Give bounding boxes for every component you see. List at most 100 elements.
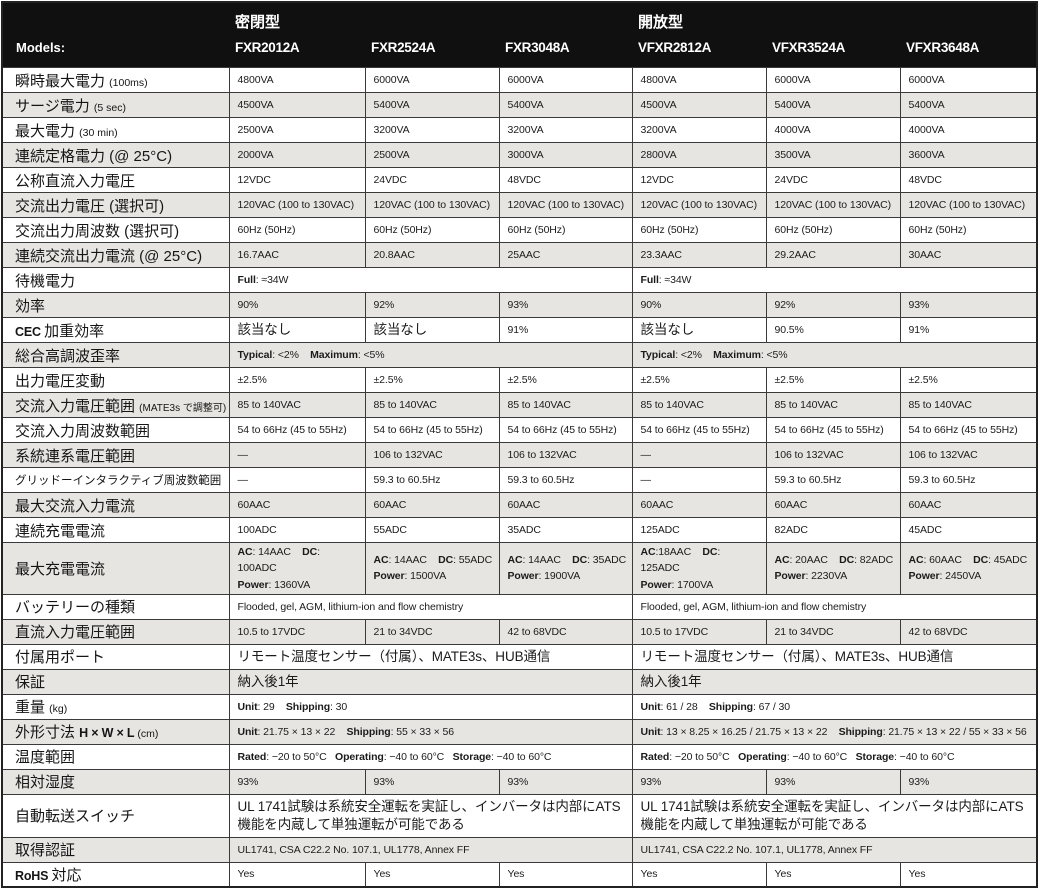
- row-label-segment: バッテリーの種類: [15, 599, 136, 617]
- spec-value: 85 to 140VAC: [899, 392, 1038, 418]
- model-header-vfxr2812a: VFXR2812A: [632, 35, 767, 68]
- row-label-segment: 温度範囲: [15, 749, 76, 767]
- row-label: 自動転送スイッチ: [1, 793, 230, 838]
- spec-value: 5400VA: [899, 92, 1038, 118]
- spec-value: 54 to 66Hz (45 to 55Hz): [765, 417, 901, 443]
- spec-value: 120VAC (100 to 130VAC): [364, 192, 500, 218]
- spec-row: CEC 加重効率 該当なし 該当なし 91% 該当なし 90.5% 91%: [1, 317, 1038, 343]
- row-label-segment: 外形寸法: [15, 724, 80, 742]
- spec-value: 120VAC (100 to 130VAC): [631, 192, 767, 218]
- spec-value: 21 to 34VDC: [765, 618, 901, 645]
- spec-value: 48VDC: [498, 167, 633, 193]
- spec-row: 相対湿度 93% 93% 93% 93% 93% 93%: [1, 768, 1038, 795]
- spec-value: —: [228, 442, 366, 468]
- spec-value: 85 to 140VAC: [765, 392, 901, 418]
- spec-value: 82ADC: [765, 517, 901, 543]
- row-label-segment: (kg): [49, 703, 68, 716]
- spec-value-group: リモート温度センサー（付属）、MATE3s、HUB通信: [228, 643, 633, 670]
- spec-row: バッテリーの種類 Flooded, gel, AGM, lithium-ion a…: [1, 593, 1038, 620]
- row-label-segment: 最大交流入力電流: [15, 497, 136, 515]
- spec-value: 2800VA: [631, 142, 767, 168]
- row-label-segment: (5 sec): [93, 101, 126, 114]
- spec-value: 35ADC: [498, 517, 633, 543]
- spec-value: 54 to 66Hz (45 to 55Hz): [498, 417, 633, 443]
- row-label: 瞬時最大電力 (100ms): [1, 67, 230, 93]
- spec-row: グリッドーインタラクティブ周波数範囲 —59.3 to 60.5Hz 59.3 to…: [1, 467, 1038, 493]
- spec-value: 85 to 140VAC: [364, 392, 500, 418]
- row-label-segment: 交流出力周波数 (選択可): [15, 222, 180, 240]
- spec-row: 出力電圧変動 ±2.5% ±2.5% ±2.5% ±2.5% ±2.5% ±2.5%: [1, 367, 1038, 393]
- row-label-segment: 連続定格電力 (@ 25°C): [15, 147, 173, 165]
- spec-row: 連続定格電力 (@ 25°C) 2000VA 2500VA 3000VA 2800VA 3…: [1, 142, 1038, 168]
- spec-value: 5400VA: [364, 92, 500, 118]
- spec-value: 20.8AAC: [364, 242, 500, 268]
- spec-value: 6000VA: [765, 67, 901, 93]
- row-label: 保証: [1, 668, 230, 695]
- row-label-segment: (cm): [137, 728, 159, 741]
- spec-value: ±2.5%: [228, 367, 366, 393]
- spec-value: 60Hz (50Hz): [364, 217, 500, 243]
- row-label-segment: 加重効率: [44, 322, 105, 340]
- group-header-sealed: 密閉型: [229, 2, 633, 35]
- row-label: 総合高調波歪率: [1, 342, 230, 368]
- spec-value-group: 納入後1年: [228, 668, 633, 695]
- spec-value-group: Typical: <2% Maximum: <5%: [631, 342, 1038, 368]
- spec-value: 6000VA: [364, 67, 500, 93]
- row-label: 直流入力電圧範囲: [1, 618, 230, 645]
- spec-value-group: 納入後1年: [631, 668, 1038, 695]
- row-label: 温度範囲: [1, 743, 230, 770]
- spec-value: 4800VA: [228, 67, 366, 93]
- spec-value: 92%: [364, 292, 500, 318]
- spec-value: ±2.5%: [765, 367, 901, 393]
- row-label-segment: 交流出力電圧 (選択可): [15, 197, 165, 215]
- spec-value: 60AAC: [899, 492, 1038, 518]
- row-label: 系統連系電圧範囲: [1, 442, 230, 468]
- spec-value: 48VDC: [899, 167, 1038, 193]
- spec-value: 6000VA: [498, 67, 633, 93]
- spec-value: 該当なし: [631, 317, 767, 343]
- spec-row: 交流入力電圧範囲 (MATE3s で調整可) 85 to 140VAC 85 to …: [1, 392, 1038, 418]
- spec-row: 交流入力周波数範囲 54 to 66Hz (45 to 55Hz) 54 to 66…: [1, 417, 1038, 443]
- model-header-fxr3048a: FXR3048A: [499, 35, 633, 68]
- spec-value: 60Hz (50Hz): [631, 217, 767, 243]
- spec-value: 106 to 132VAC: [765, 442, 901, 468]
- row-label: 交流入力電圧範囲 (MATE3s で調整可): [1, 392, 230, 418]
- spec-value: 106 to 132VAC: [899, 442, 1038, 468]
- spec-value: 59.3 to 60.5Hz: [364, 467, 500, 493]
- row-label-segment: 最大電力: [15, 122, 80, 140]
- models-label: Models:: [2, 35, 229, 68]
- row-label: 公称直流入力電圧: [1, 167, 230, 193]
- row-label: 最大交流入力電流: [1, 492, 230, 518]
- spec-row: 取得認証 UL1741, CSA C22.2 No. 107.1, UL1778,…: [1, 836, 1038, 863]
- spec-value-group: Unit: 13 × 8.25 × 16.25 / 21.75 × 13 × 2…: [631, 718, 1038, 745]
- spec-row: サージ電力 (5 sec) 4500VA 5400VA 5400VA 4500VA 540…: [1, 92, 1038, 118]
- spec-value: 93%: [498, 292, 633, 318]
- row-label-segment: 連続交流出力電流 (@ 25°C): [15, 247, 203, 265]
- spec-row: RoHS 対応 Yes Yes Yes Yes Yes Yes: [1, 861, 1038, 888]
- row-label-segment: 自動転送スイッチ: [15, 808, 136, 826]
- spec-value: 93%: [899, 768, 1038, 795]
- row-label-segment: 連続充電電流: [15, 522, 106, 540]
- spec-value-group: Flooded, gel, AGM, lithium-ion and flow …: [228, 593, 633, 620]
- spec-row: 最大充電電流 AC: 14AAC DC: 100ADC Power: 1360VA A…: [1, 542, 1038, 595]
- spec-row: 公称直流入力電圧 12VDC 24VDC 48VDC 12VDC 24VDC 48VDC: [1, 167, 1038, 193]
- spec-value: —: [631, 442, 767, 468]
- spec-value: 4800VA: [631, 67, 767, 93]
- spec-value: 60AAC: [228, 492, 366, 518]
- spec-value: 6000VA: [899, 67, 1038, 93]
- spec-row: 瞬時最大電力 (100ms) 4800VA 6000VA 6000VA 4800VA 60…: [1, 67, 1038, 93]
- spec-row: 重量 (kg) Unit: 29 Shipping: 30 Unit: 61 / 2…: [1, 693, 1038, 720]
- row-label: 重量 (kg): [1, 693, 230, 720]
- row-label-segment: 取得認証: [15, 842, 76, 860]
- spec-row: 付属用ポート リモート温度センサー（付属）、MATE3s、HUB通信 リモート温度セ…: [1, 643, 1038, 670]
- spec-value: AC: 14AAC DC: 35ADC Power: 1900VA: [498, 542, 633, 595]
- group-header-sealed-label: 密閉型: [235, 14, 281, 31]
- spec-value: 85 to 140VAC: [631, 392, 767, 418]
- spec-value: 54 to 66Hz (45 to 55Hz): [364, 417, 500, 443]
- spec-value: 4500VA: [631, 92, 767, 118]
- spec-row: 待機電力 Full: ≈34W Full: ≈34W: [1, 267, 1038, 293]
- spec-value: 3600VA: [899, 142, 1038, 168]
- row-label: 交流出力周波数 (選択可): [1, 217, 230, 243]
